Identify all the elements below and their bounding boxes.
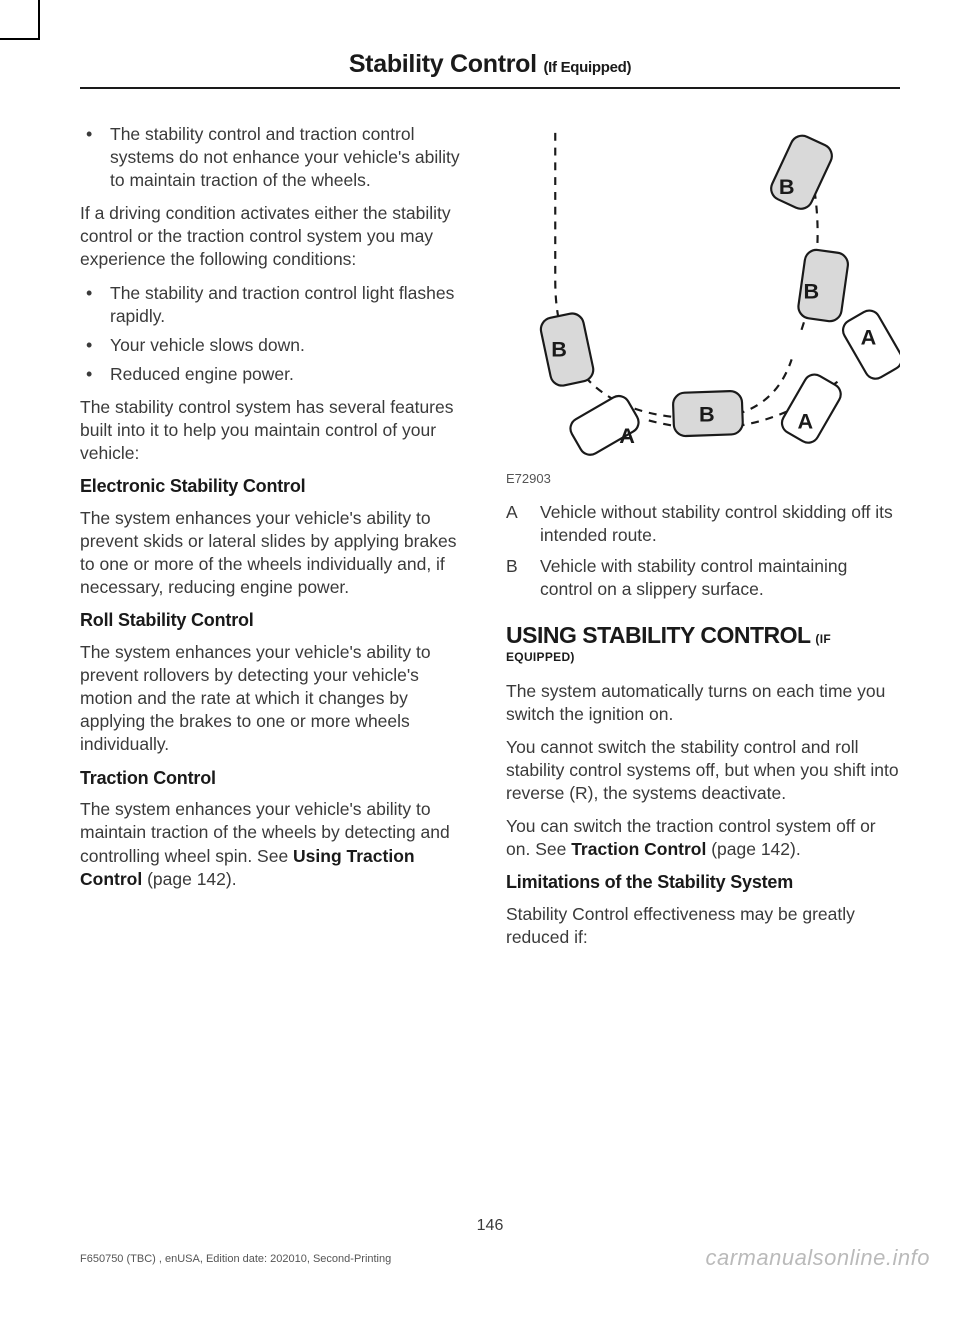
page-content: Stability Control (If Equipped) The stab… xyxy=(80,50,900,1277)
legend-letter: A xyxy=(506,501,540,547)
h2-main: USING STABILITY CONTROL xyxy=(506,622,811,648)
heading-tc: Traction Control xyxy=(80,767,474,791)
body-text: You can switch the traction control syst… xyxy=(506,815,900,861)
legend-letter: B xyxy=(506,555,540,601)
left-column: The stability control and traction contr… xyxy=(80,123,474,959)
section-heading: USING STABILITY CONTROL (IF xyxy=(506,620,900,650)
two-column-layout: The stability control and traction contr… xyxy=(80,123,900,959)
list-item: Your vehicle slows down. xyxy=(80,334,474,357)
crop-mark-vertical xyxy=(38,0,40,40)
tc-text-c: (page 142). xyxy=(142,869,236,889)
header-rule xyxy=(80,87,900,89)
list-item: The stability and traction control light… xyxy=(80,282,474,328)
body-text: Stability Control effectiveness may be g… xyxy=(506,903,900,949)
body-text: The system enhances your vehicle's abili… xyxy=(80,798,474,890)
legend-row-a: A Vehicle without stability control skid… xyxy=(506,501,900,547)
label-b: B xyxy=(803,278,819,303)
footer-edition: F650750 (TBC) , enUSA, Edition date: 202… xyxy=(80,1253,391,1265)
body-text: The stability control system has several… xyxy=(80,396,474,465)
legend-text: Vehicle without stability control skiddi… xyxy=(540,501,900,547)
label-a: A xyxy=(861,325,877,350)
header-subtitle: (If Equipped) xyxy=(543,59,631,76)
diagram-svg: B B B B xyxy=(506,123,900,458)
list-item: The stability control and traction contr… xyxy=(80,123,474,192)
body-text: The system enhances your vehicle's abili… xyxy=(80,641,474,756)
legend-text: Vehicle with stability control maintaini… xyxy=(540,555,900,601)
stability-diagram: B B B B xyxy=(506,123,900,464)
watermark: carmanualsonline.info xyxy=(705,1245,930,1271)
label-b: B xyxy=(699,401,715,426)
h2-sub-equipped: EQUIPPED) xyxy=(506,650,900,666)
legend-row-b: B Vehicle with stability control maintai… xyxy=(506,555,900,601)
heading-esc: Electronic Stability Control xyxy=(80,475,474,499)
h2-sub-if: (IF xyxy=(815,632,831,646)
right-column: B B B B xyxy=(506,123,900,959)
label-b: B xyxy=(779,174,795,199)
page-header: Stability Control (If Equipped) xyxy=(80,50,900,79)
conditions-list: The stability and traction control light… xyxy=(80,282,474,386)
label-b: B xyxy=(551,336,567,361)
crop-mark-horizontal xyxy=(0,38,40,40)
label-a: A xyxy=(798,408,814,433)
car-b-3 xyxy=(539,311,596,387)
page-number: 146 xyxy=(80,1217,900,1235)
body-text: You cannot switch the stability control … xyxy=(506,736,900,805)
heading-rsc: Roll Stability Control xyxy=(80,609,474,633)
label-a: A xyxy=(619,423,635,448)
p3-c: (page 142). xyxy=(706,839,800,859)
body-text: If a driving condition activates either … xyxy=(80,202,474,271)
header-title: Stability Control xyxy=(349,50,537,78)
heading-limitations: Limitations of the Stability System xyxy=(506,871,900,895)
list-item: Reduced engine power. xyxy=(80,363,474,386)
diagram-code: E72903 xyxy=(506,470,900,487)
p3-link: Traction Control xyxy=(571,839,706,859)
car-b-1 xyxy=(767,132,835,213)
body-text: The system enhances your vehicle's abili… xyxy=(80,507,474,599)
body-text: The system automatically turns on each t… xyxy=(506,680,900,726)
intro-bullet-list: The stability control and traction contr… xyxy=(80,123,474,192)
